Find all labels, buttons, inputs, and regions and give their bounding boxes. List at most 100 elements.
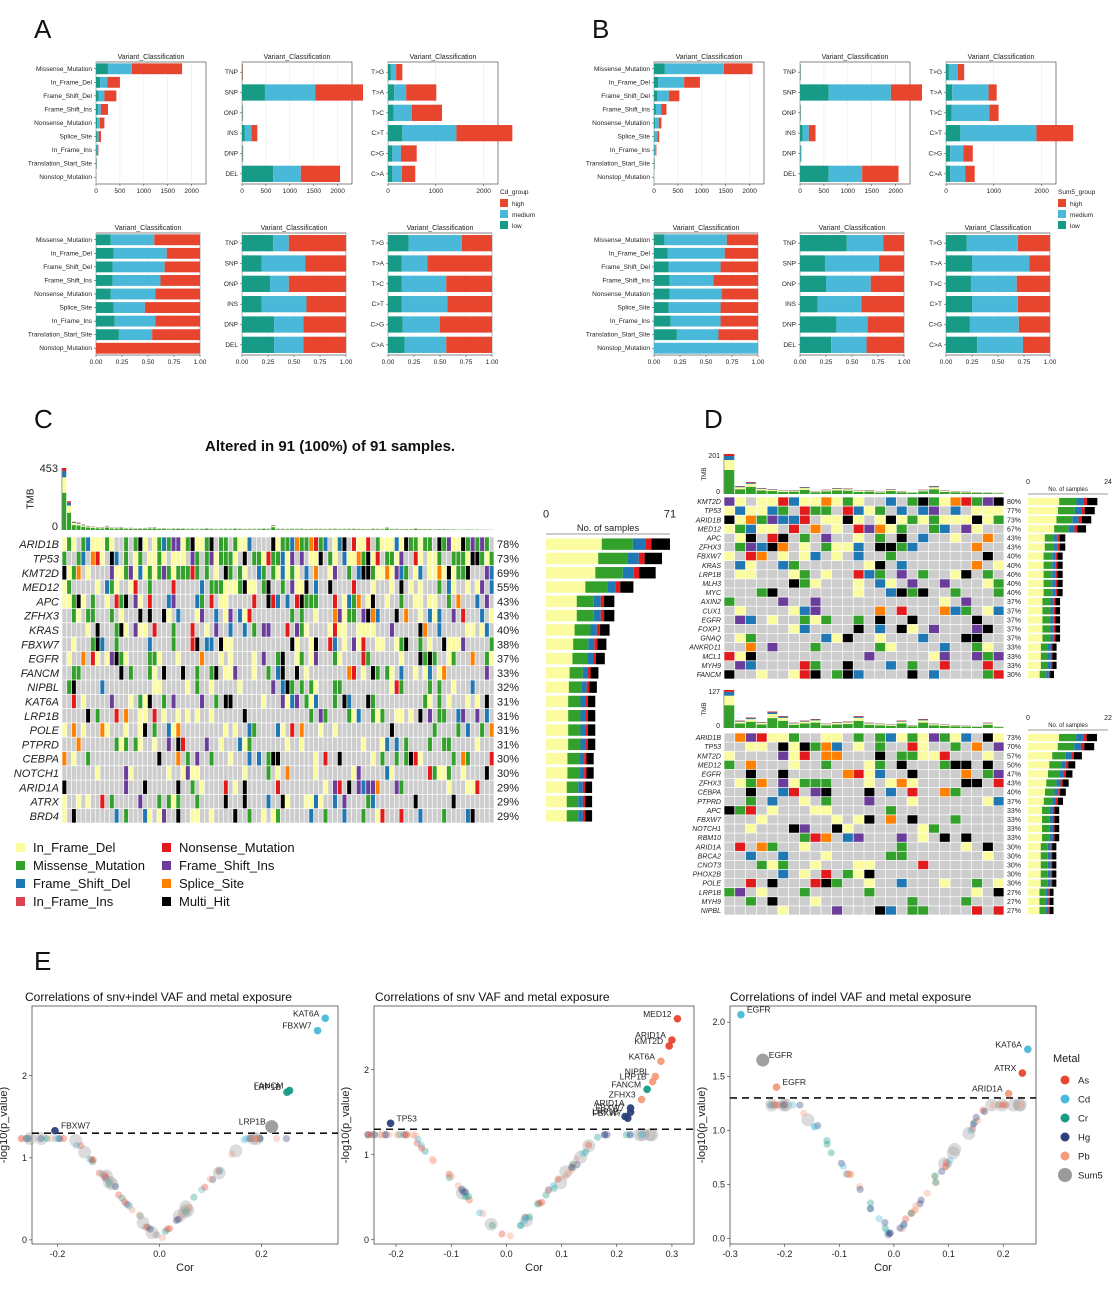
side-bar-segment xyxy=(1028,897,1040,905)
oncoplot-cell xyxy=(143,623,148,637)
oncoplot-cell xyxy=(171,565,176,580)
oncoplot-cell xyxy=(832,806,843,815)
oncoplot-cell xyxy=(200,565,205,580)
oncoplot-cell xyxy=(918,906,929,915)
oncoplot-cell xyxy=(896,588,907,597)
side-bar-segment xyxy=(1057,797,1063,805)
side-bar-segment xyxy=(546,681,569,693)
side-bar-segment xyxy=(546,695,569,708)
tmb-bar xyxy=(767,491,778,494)
side-bar-segment xyxy=(1028,815,1043,824)
oncoplot-cell xyxy=(896,797,907,806)
oncoplot-cell xyxy=(242,594,247,609)
oncoplot-cell xyxy=(181,737,186,752)
oncoplot-cell xyxy=(399,794,404,809)
oncoplot-cell xyxy=(228,594,233,609)
oncoplot-cell xyxy=(394,794,399,809)
side-bar-segment xyxy=(1055,607,1061,615)
oncoplot-cell xyxy=(181,794,186,809)
oncoplot-cell xyxy=(928,515,940,524)
side-bar-segment xyxy=(645,538,652,550)
oncoplot-cell xyxy=(446,737,451,752)
oncoplot-cell xyxy=(896,806,907,815)
bar-segment-medium xyxy=(950,165,966,182)
oncoplot-cell xyxy=(109,794,114,809)
volcano-point xyxy=(582,1139,596,1153)
oncoplot-cell xyxy=(788,615,800,625)
oncoplot-cell xyxy=(280,580,285,594)
bar-segment-low xyxy=(800,165,829,182)
oncoplot-cell xyxy=(918,851,929,861)
oncoplot-cell xyxy=(223,751,228,766)
oncoplot-cell xyxy=(71,594,76,609)
tmb-bar xyxy=(756,722,767,725)
oncoplot-cell xyxy=(242,666,247,680)
oncoplot-cell xyxy=(810,497,821,506)
oncoplot-cell xyxy=(95,680,100,694)
tmb-bar xyxy=(724,691,735,696)
oncoplot-cell xyxy=(972,661,983,670)
oncoplot-cell xyxy=(214,751,219,766)
volcano-point xyxy=(479,1209,487,1218)
oncoplot-cell xyxy=(67,794,72,809)
oncoplot-cell xyxy=(271,623,276,637)
tmb-bar xyxy=(105,526,109,528)
oncoplot-cell xyxy=(399,680,404,694)
tick-label: 1.00 xyxy=(340,359,353,366)
category-label: SNP xyxy=(225,90,238,97)
oncoplot-cell xyxy=(853,542,864,552)
oncoplot-cell xyxy=(724,551,735,561)
side-bar-segment xyxy=(1052,643,1057,651)
bar-segment-medium xyxy=(264,84,316,101)
oncoplot-cell xyxy=(939,506,950,515)
oncoplot-cell xyxy=(853,570,864,579)
oncoplot-cell xyxy=(128,537,133,551)
oncoplot-cell xyxy=(81,594,86,609)
volcano-point xyxy=(769,1101,777,1109)
oncoplot-cell xyxy=(67,666,72,680)
side-bar-segment xyxy=(627,552,639,565)
oncoplot-cell xyxy=(475,766,480,780)
oncoplot-cell xyxy=(195,580,200,594)
side-bar-segment xyxy=(1081,507,1085,515)
gene-label: FANCM xyxy=(21,668,60,680)
volcano-point xyxy=(206,1175,214,1183)
tmb-bar xyxy=(724,460,735,470)
tmb-bar xyxy=(778,720,789,728)
oncoplot-cell xyxy=(228,794,233,809)
oncoplot-cell xyxy=(370,809,375,823)
volcano-point xyxy=(521,1217,529,1225)
oncoplot-cell xyxy=(385,565,390,580)
tmb-bar xyxy=(799,720,810,722)
oncoplot-cell xyxy=(875,797,886,806)
oncoplot-cell xyxy=(745,615,756,625)
side-bar-segment xyxy=(1054,788,1059,796)
oncoplot-cell xyxy=(778,751,789,760)
gene-label: APC xyxy=(706,535,722,542)
side-bar-segment xyxy=(582,667,588,679)
oncoplot-cell xyxy=(147,580,152,594)
oncoplot-cell xyxy=(261,708,266,723)
point-label: FANCM xyxy=(611,1079,641,1089)
gene-label: MCL1 xyxy=(702,654,721,661)
oncoplot-cell xyxy=(138,737,143,752)
side-bar-segment xyxy=(1055,579,1058,588)
oncoplot-cell xyxy=(275,809,281,823)
oncoplot-cell xyxy=(285,766,290,780)
oncoplot-cell xyxy=(832,597,843,606)
oncoplot-cell xyxy=(247,794,252,809)
volcano-point xyxy=(643,1128,657,1142)
oncoplot-cell xyxy=(756,906,767,915)
bar-segment-high xyxy=(400,145,417,162)
volcano-point xyxy=(638,1131,646,1139)
side-bar-segment xyxy=(1052,852,1057,860)
oncoplot-cell xyxy=(465,708,470,723)
oncoplot-cell xyxy=(71,666,76,680)
oncoplot-cell xyxy=(356,809,361,823)
oncoplot-cell xyxy=(928,787,940,797)
tmb-bar xyxy=(114,527,119,529)
oncoplot-cell xyxy=(896,742,907,751)
oncoplot-cell xyxy=(323,723,328,737)
oncoplot-cell xyxy=(242,751,247,766)
oncoplot-cell xyxy=(214,565,219,580)
